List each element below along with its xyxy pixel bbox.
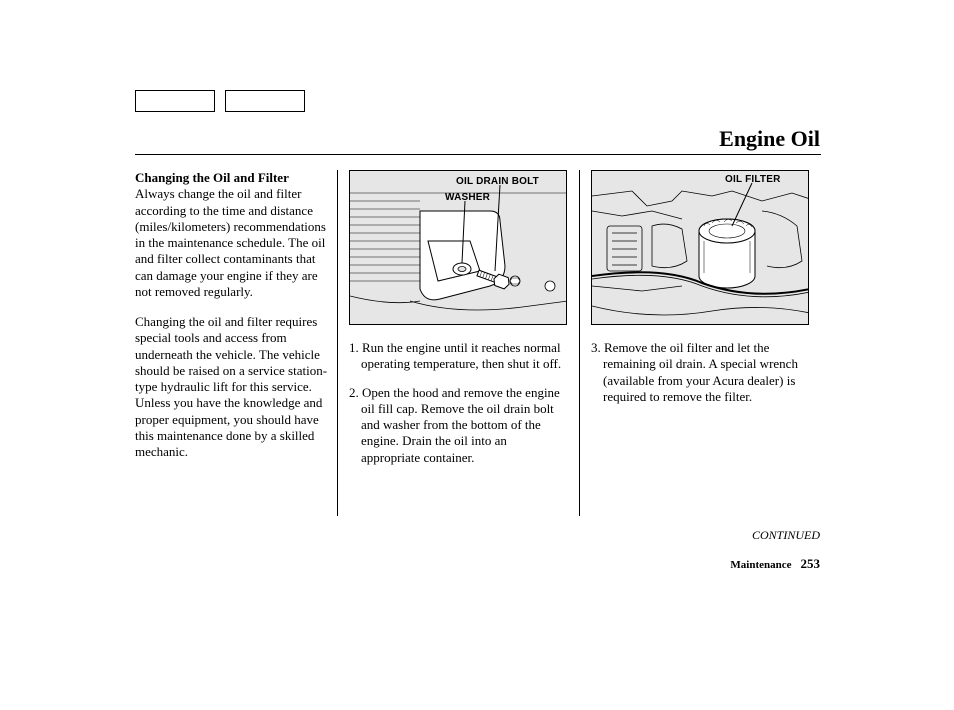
footer: Maintenance 253 [730, 556, 820, 572]
diagram-filter-svg [592, 171, 809, 325]
page: Engine Oil Changing the Oil and Filter A… [0, 0, 954, 710]
top-box-2[interactable] [225, 90, 305, 112]
page-title: Engine Oil [719, 126, 820, 152]
top-link-boxes [135, 90, 305, 112]
columns: Changing the Oil and Filter Always chang… [135, 170, 821, 474]
step-3: 3. Remove the oil filter and let the rem… [591, 340, 809, 405]
callout-oil-drain-bolt: OIL DRAIN BOLT [456, 176, 539, 187]
left-paragraph-2: Changing the oil and filter requires spe… [135, 314, 335, 460]
column-left: Changing the Oil and Filter Always chang… [135, 170, 337, 474]
left-paragraph-1: Changing the Oil and Filter Always chang… [135, 170, 335, 300]
column-middle: OIL DRAIN BOLT WASHER 1. Run the engine … [337, 170, 579, 474]
callout-washer: WASHER [445, 192, 490, 203]
left-p1-text: Always change the oil and filter accordi… [135, 186, 326, 299]
diagram-drain-bolt: OIL DRAIN BOLT WASHER [349, 170, 567, 325]
step-1: 1. Run the engine until it reaches norma… [349, 340, 567, 373]
callout-oil-filter: OIL FILTER [725, 174, 781, 185]
top-box-1[interactable] [135, 90, 215, 112]
left-heading: Changing the Oil and Filter [135, 170, 289, 185]
footer-page-number: 253 [801, 556, 821, 571]
title-rule [135, 154, 821, 155]
column-right: OIL FILTER 3. Remove the oil filter and … [579, 170, 821, 474]
diagram-oil-filter: OIL FILTER [591, 170, 809, 325]
steps-right: 3. Remove the oil filter and let the rem… [591, 340, 809, 417]
step-2: 2. Open the hood and remove the engine o… [349, 385, 567, 466]
steps-middle: 1. Run the engine until it reaches norma… [349, 340, 567, 478]
footer-section-label: Maintenance [730, 559, 791, 571]
continued-label: CONTINUED [752, 528, 820, 543]
